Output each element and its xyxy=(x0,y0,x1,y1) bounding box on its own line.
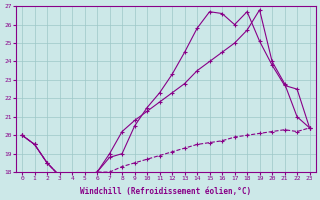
X-axis label: Windchill (Refroidissement éolien,°C): Windchill (Refroidissement éolien,°C) xyxy=(80,187,252,196)
